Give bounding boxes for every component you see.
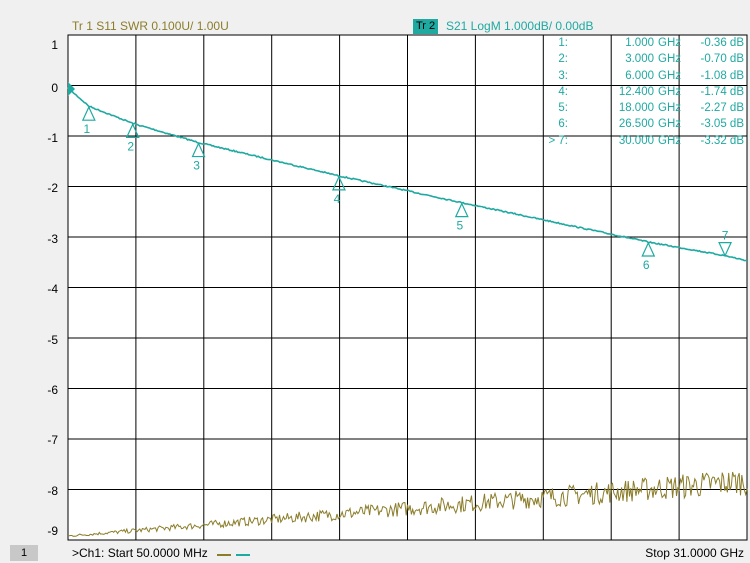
marker-value: -3.05 dB [700, 118, 744, 131]
trace2-active-badge[interactable]: Tr 2 [413, 19, 439, 34]
marker-frequency: 30.000 [618, 134, 654, 147]
marker-number-label: 1 [83, 122, 90, 136]
marker-unit: GHz [658, 85, 681, 98]
marker-number-label: 5 [456, 219, 463, 233]
marker-frequency: 26.500 [618, 118, 654, 131]
marker-triangle-icon [125, 122, 140, 138]
marker-frequency: 12.400 [618, 85, 654, 98]
marker-row-active: > 7: 30.000 GHz -3.32 dB [542, 135, 746, 151]
marker-6-glyph[interactable]: 6 [641, 241, 656, 272]
y-axis-label: -5 [47, 333, 58, 347]
trace2-label[interactable]: S21 LogM 1.000dB/ 0.00dB [446, 19, 594, 33]
marker-glyphs: 1 2 3 4 5 6 7 [81, 105, 732, 272]
marker-number-label: 6 [643, 258, 650, 272]
channel-window-badge[interactable]: 1 [10, 545, 38, 561]
marker-3-glyph[interactable]: 3 [191, 142, 206, 173]
marker-id: 3: [558, 69, 568, 82]
marker-value: -1.74 dB [700, 85, 744, 98]
marker-1-glyph[interactable]: 1 [81, 105, 96, 136]
marker-unit: GHz [658, 37, 681, 49]
s11-swr-trace [67, 471, 748, 537]
marker-row: 2: 3.000 GHz -0.70 dB [542, 53, 746, 69]
marker-unit: GHz [658, 118, 681, 131]
marker-frequency: 3.000 [625, 53, 654, 66]
marker-number-label: 3 [193, 159, 200, 173]
reference-level-arrow [68, 82, 75, 96]
marker-number-label: 7 [722, 229, 729, 243]
marker-number-label: 4 [334, 192, 341, 206]
marker-value: -1.08 dB [700, 69, 744, 82]
marker-triangle-icon [718, 242, 732, 258]
marker-frequency: 1.000 [625, 37, 654, 49]
plot-border [67, 34, 748, 541]
marker-triangle-icon [191, 142, 206, 158]
marker-frequency: 18.000 [618, 102, 654, 115]
y-axis-label: -2 [47, 181, 58, 195]
marker-value: -0.36 dB [700, 37, 744, 49]
y-axis-label: -8 [47, 484, 58, 498]
marker-triangle-icon [641, 241, 656, 257]
s21-logm-trace [67, 86, 747, 262]
start-frequency-label[interactable]: >Ch1: Start 50.0000 MHz [72, 546, 208, 560]
marker-5-glyph[interactable]: 5 [454, 202, 469, 233]
trace2-legend-swatch [236, 554, 250, 556]
marker-id: > 7: [548, 134, 568, 147]
y-axis-label: -9 [47, 524, 58, 538]
marker-id: 4: [558, 85, 568, 98]
marker-triangle-icon [454, 202, 469, 218]
marker-row: 3: 6.000 GHz -1.08 dB [542, 70, 746, 86]
y-axis-label: -7 [47, 433, 58, 447]
marker-unit: GHz [658, 134, 681, 147]
marker-id: 1: [558, 37, 568, 49]
y-axis-label: -6 [47, 383, 58, 397]
marker-row: 4: 12.400 GHz -1.74 dB [542, 86, 746, 102]
marker-triangle-icon [332, 175, 346, 191]
marker-2-glyph[interactable]: 2 [125, 122, 140, 153]
grid [68, 35, 747, 540]
marker-unit: GHz [658, 102, 681, 115]
marker-row: 5: 18.000 GHz -2.27 dB [542, 102, 746, 118]
stop-frequency-label[interactable]: Stop 31.0000 GHz [645, 546, 744, 560]
y-axis-label: -3 [47, 232, 58, 246]
marker-unit: GHz [658, 53, 681, 66]
trace1-legend-swatch [217, 554, 231, 556]
marker-value: -0.70 dB [700, 53, 744, 66]
marker-4-glyph[interactable]: 4 [332, 175, 346, 206]
marker-row: 1: 1.000 GHz -0.36 dB [542, 37, 746, 53]
marker-value: -3.32 dB [700, 134, 744, 147]
marker-number-label: 2 [127, 139, 134, 153]
y-axis-label: 0 [51, 81, 58, 95]
marker-id: 6: [558, 118, 568, 131]
marker-frequency: 6.000 [625, 69, 654, 82]
marker-readout-table: 1: 1.000 GHz -0.36 dB 2: 3.000 GHz -0.70 dB 3:… [542, 37, 746, 151]
status-footer: 1 >Ch1: Start 50.0000 MHz Stop 31.0000 G… [0, 543, 750, 563]
marker-id: 5: [558, 102, 568, 115]
marker-triangle-icon [81, 105, 96, 121]
marker-id: 2: [558, 53, 568, 66]
y-axis-label: -1 [47, 131, 58, 145]
marker-unit: GHz [658, 69, 681, 82]
marker-row: 6: 26.500 GHz -3.05 dB [542, 118, 746, 134]
marker-7-glyph[interactable]: 7 [718, 229, 732, 258]
marker-value: -2.27 dB [700, 102, 744, 115]
y-axis-label: 1 [51, 38, 58, 52]
y-axis-label: -4 [47, 282, 58, 296]
trace1-label[interactable]: Tr 1 S11 SWR 0.100U/ 1.00U [72, 19, 229, 33]
